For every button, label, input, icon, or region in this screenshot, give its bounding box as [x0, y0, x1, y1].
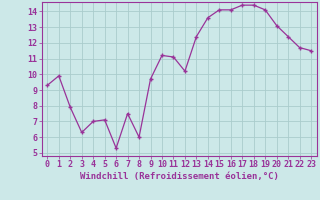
X-axis label: Windchill (Refroidissement éolien,°C): Windchill (Refroidissement éolien,°C) — [80, 172, 279, 181]
